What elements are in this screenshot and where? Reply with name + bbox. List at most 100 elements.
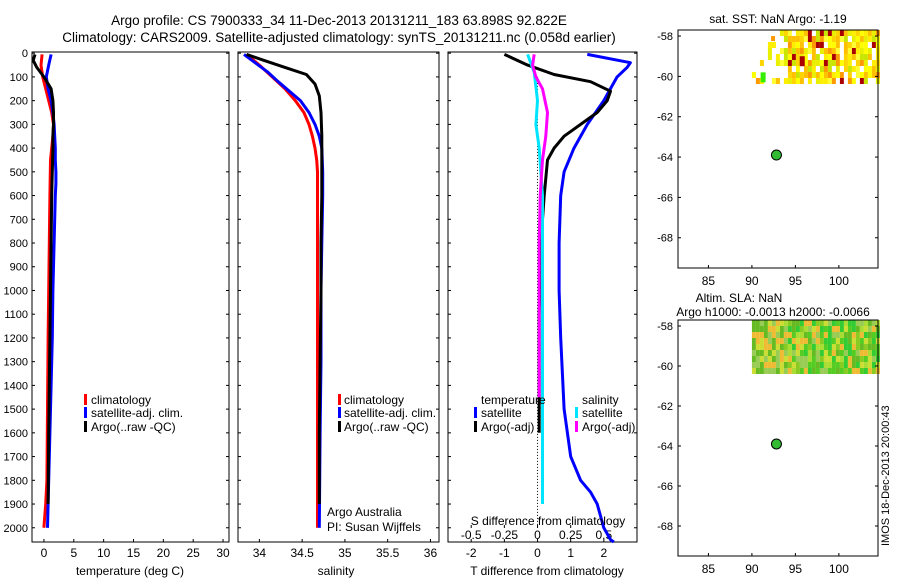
- field-cell: [815, 30, 820, 36]
- field-cell: [791, 368, 796, 374]
- x-tick-label: 36: [424, 546, 438, 560]
- y-tick-label: 100: [10, 72, 28, 84]
- field-cell: [771, 368, 776, 374]
- field-cell: [839, 42, 844, 48]
- field-cell: [751, 326, 756, 332]
- field-cell: [795, 368, 800, 374]
- field-cell: [791, 36, 796, 42]
- legend-label-sal-argo: Argo(-adj): [582, 420, 635, 434]
- header-line-2: Climatology: CARS2009. Satellite-adjuste…: [62, 30, 616, 45]
- field-cell: [859, 48, 864, 54]
- field-cell: [779, 48, 784, 54]
- field-cell: [819, 332, 824, 338]
- field-cell: [787, 344, 792, 350]
- y-tick-label: 200: [10, 96, 28, 108]
- field-cell: [795, 72, 800, 78]
- field-cell: [815, 48, 820, 54]
- field-cell: [787, 36, 792, 42]
- field-cell: [795, 338, 800, 344]
- field-cell: [803, 42, 808, 48]
- field-cell: [835, 368, 840, 374]
- x-tick-label: -2: [466, 546, 477, 560]
- y-tick-label: 1900: [4, 499, 28, 511]
- field-cell: [871, 326, 876, 332]
- top-x-tick-label: -0.5: [461, 528, 482, 542]
- y-tick-label: 0: [22, 48, 28, 60]
- field-cell: [795, 350, 800, 356]
- y-tick-label: 1600: [4, 428, 28, 440]
- field-cell: [779, 30, 784, 36]
- field-cell: [847, 362, 852, 368]
- field-cell: [759, 320, 764, 326]
- top-x-tick-label: 0.25: [559, 528, 583, 542]
- field-cell: [847, 338, 852, 344]
- field-cell: [843, 42, 848, 48]
- field-cell: [835, 66, 840, 72]
- legend-label-satellite: satellite-adj. clim.: [91, 406, 183, 420]
- field-cell: [859, 72, 864, 78]
- legend-swatch-climatology: [338, 394, 341, 405]
- legend-title-salinity: salinity: [582, 393, 619, 407]
- field-cell: [807, 72, 812, 78]
- field-cell: [847, 42, 852, 48]
- differences-plot-frame: [447, 51, 638, 543]
- x-tick-label: 5: [70, 546, 77, 560]
- field-cell: [799, 56, 805, 67]
- field-cell: [783, 72, 788, 78]
- field-cell: [755, 338, 760, 344]
- field-cell: [819, 344, 824, 350]
- field-cell: [767, 320, 772, 326]
- field-cell: [863, 54, 868, 60]
- field-cell: [795, 60, 800, 66]
- field-cell: [751, 362, 756, 368]
- temperature-panel: 0100200300400500600700800900100011001200…: [4, 48, 231, 578]
- x-tick-label: 100: [829, 562, 849, 576]
- field-cell: [763, 338, 768, 344]
- series-line: [557, 52, 632, 544]
- field-cell: [831, 338, 836, 344]
- field-cell: [811, 42, 816, 48]
- sst-field: [751, 30, 880, 84]
- field-cell: [815, 368, 820, 374]
- field-cell: [775, 320, 780, 326]
- field-cell: [799, 356, 804, 362]
- field-cell: [827, 30, 832, 36]
- field-cell: [771, 350, 776, 356]
- field-cell: [847, 78, 852, 84]
- field-cell: [847, 36, 852, 42]
- field-cell: [823, 30, 828, 36]
- field-cell: [859, 320, 864, 326]
- field-cell: [871, 48, 876, 54]
- field-cell: [819, 36, 824, 42]
- field-cell: [867, 30, 872, 36]
- temperature-legend: climatology satellite-adj. clim. Argo(..…: [84, 393, 183, 434]
- legend-label-argo: Argo(..raw -QC): [91, 420, 176, 434]
- field-cell: [779, 326, 784, 332]
- field-cell: [795, 320, 800, 326]
- field-cell: [779, 344, 784, 350]
- field-cell: [811, 66, 816, 72]
- x-tick-label: 90: [745, 274, 759, 288]
- field-cell: [831, 78, 836, 84]
- field-cell: [759, 338, 764, 344]
- field-cell: [851, 42, 856, 48]
- field-cell: [839, 344, 844, 350]
- field-cell: [859, 66, 864, 72]
- field-cell: [791, 326, 796, 332]
- top-x-tick-label: 0: [534, 528, 541, 542]
- field-cell: [843, 54, 848, 60]
- field-cell: [871, 60, 876, 66]
- y-tick-label: -58: [657, 321, 673, 333]
- field-cell: [815, 320, 820, 326]
- x-tick-label: 35: [338, 546, 352, 560]
- field-cell: [863, 60, 868, 66]
- field-cell: [823, 350, 828, 356]
- field-cell: [775, 78, 780, 84]
- field-cell: [823, 338, 828, 344]
- field-cell: [819, 72, 824, 78]
- field-cell: [835, 78, 840, 84]
- field-cell: [843, 338, 848, 344]
- field-cell: [799, 332, 804, 338]
- field-cell: [855, 30, 860, 36]
